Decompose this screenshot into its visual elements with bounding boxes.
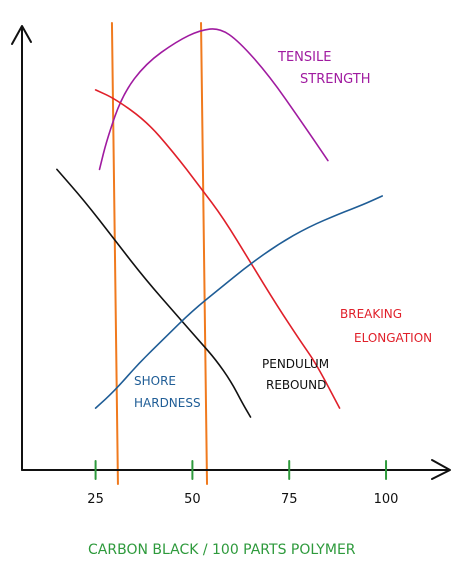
series-labels: TENSILE STRENGTH BREAKING ELONGATION PEN… — [134, 50, 432, 410]
label-pendulum-1: PENDULUM — [262, 357, 329, 371]
vertical-guide-lines — [110, 22, 209, 485]
series-line-breaking-elongation — [94, 89, 341, 409]
x-tick-label-75: 75 — [281, 492, 298, 507]
vertical-line-2 — [200, 22, 209, 485]
label-pendulum-2: REBOUND — [266, 378, 326, 392]
x-axis-arrowhead — [431, 459, 451, 480]
label-tensile-2: STRENGTH — [300, 72, 371, 87]
series-line-pendulum-rebound — [56, 168, 252, 418]
label-tensile-1: TENSILE — [277, 50, 331, 65]
label-breaking-1: BREAKING — [340, 307, 402, 321]
y-axis-arrowhead — [11, 25, 32, 45]
x-tick-label-50: 50 — [184, 492, 201, 507]
series-line-tensile-strength — [98, 28, 329, 171]
axes — [11, 25, 451, 480]
series-line-shore-hardness — [94, 195, 383, 409]
label-breaking-2: ELONGATION — [354, 331, 432, 345]
x-axis-label: CARBON BLACK / 100 PARTS POLYMER — [88, 542, 356, 558]
series-layer — [56, 28, 383, 418]
x-tick-label-25: 25 — [87, 492, 104, 507]
x-tick-label-100: 100 — [374, 492, 399, 507]
x-ticks: 25 50 75 100 — [87, 460, 399, 507]
vertical-line-1 — [110, 22, 119, 485]
label-shore-2: HARDNESS — [134, 396, 201, 410]
label-shore-1: SHORE — [134, 374, 176, 388]
